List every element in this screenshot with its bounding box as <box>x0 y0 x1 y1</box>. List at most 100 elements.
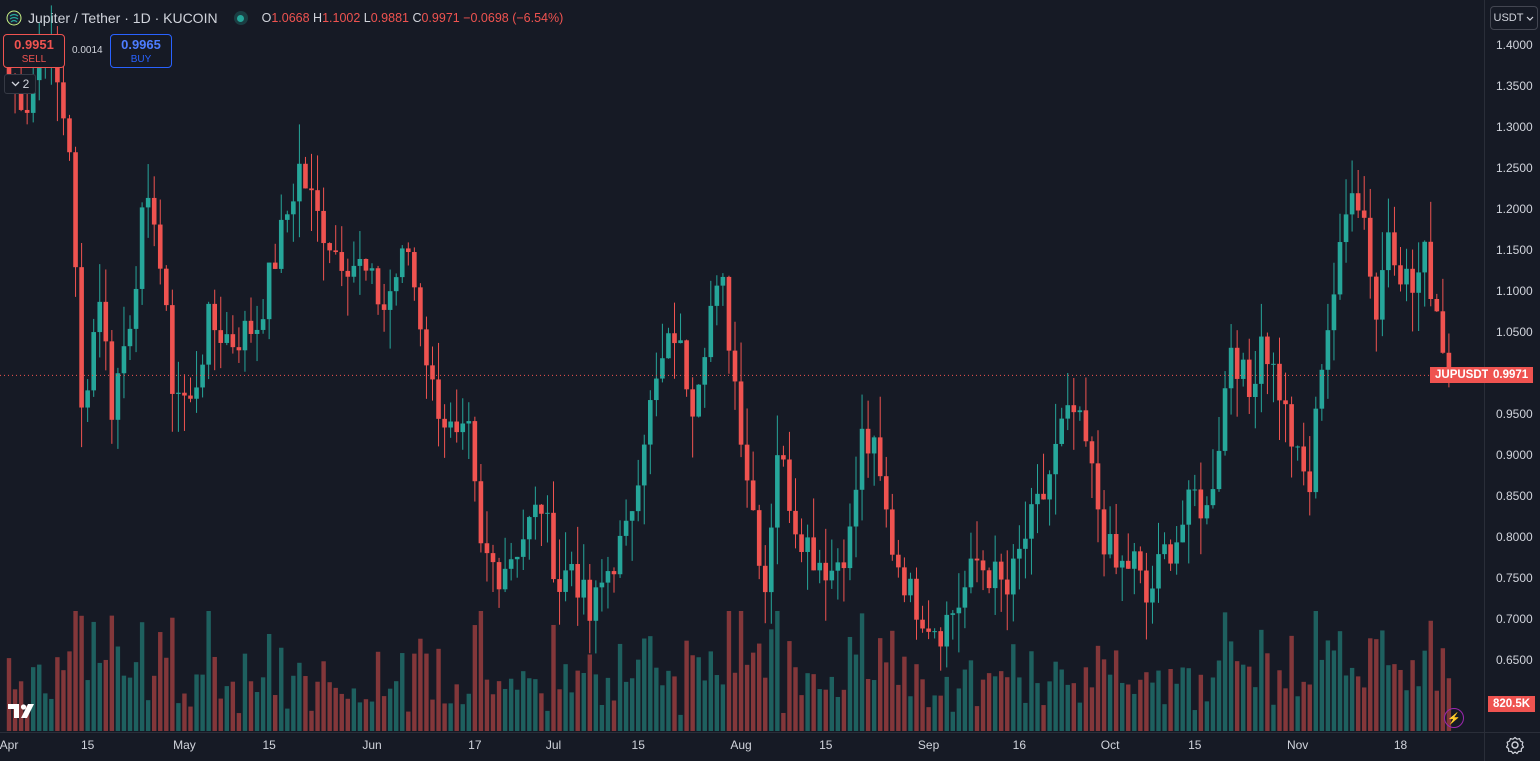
candle-body <box>1053 443 1058 475</box>
candle-body <box>829 570 835 581</box>
volume-bar <box>763 677 768 731</box>
candle-body <box>1428 241 1434 300</box>
candle-body <box>732 350 738 382</box>
volume-bar <box>1247 666 1252 731</box>
candle-body <box>1374 276 1379 320</box>
candle-body <box>502 568 508 590</box>
candle-body <box>581 579 587 598</box>
volume-bar <box>139 622 145 731</box>
candle-body <box>617 535 623 575</box>
volume-bar <box>1241 664 1246 731</box>
candle-body <box>1325 330 1331 370</box>
x-tick-label: Sep <box>918 738 940 752</box>
candle-body <box>1240 359 1246 379</box>
gear-icon[interactable] <box>1505 735 1525 755</box>
volume-bar <box>950 711 955 731</box>
buy-label: BUY <box>130 54 152 65</box>
candle-body <box>133 288 139 329</box>
candle-body <box>291 201 296 215</box>
volume-bar <box>152 675 157 731</box>
candle-body <box>327 243 332 251</box>
candle-body <box>285 214 290 220</box>
candle-body <box>309 188 314 191</box>
candle-body <box>103 301 109 342</box>
volume-bar <box>1355 676 1361 731</box>
volume-bar <box>279 647 284 731</box>
candle-body <box>321 210 326 244</box>
volume-bar <box>31 667 36 731</box>
candle-body <box>587 579 593 621</box>
market-status-icon[interactable] <box>233 11 248 25</box>
volume-bar <box>502 688 508 731</box>
volume-bar <box>968 660 974 731</box>
candle-body <box>569 564 574 571</box>
volume-bar <box>623 681 629 731</box>
volume-bar <box>1198 674 1204 731</box>
volume-bar <box>654 667 659 731</box>
candle-body <box>781 455 786 460</box>
volume-bar <box>170 617 175 731</box>
candle-body <box>1289 404 1294 447</box>
volume-bar <box>484 679 490 731</box>
candle-body <box>726 276 732 351</box>
candle-body <box>1047 474 1052 500</box>
change-value: −0.0698 (−6.54%) <box>463 11 564 25</box>
symbol-title[interactable]: Jupiter / Tether · 1D · KUCOIN <box>28 10 218 26</box>
volume-bar <box>478 611 484 731</box>
candle-body <box>599 582 605 588</box>
candle-body <box>139 207 145 289</box>
candle-body <box>1119 560 1125 568</box>
volume-bar <box>254 692 260 731</box>
candle-body <box>666 333 671 359</box>
volume-bar <box>1349 667 1355 731</box>
tradingview-logo-icon[interactable] <box>6 700 40 720</box>
volume-bar <box>73 611 78 731</box>
candle-body <box>1071 405 1077 413</box>
indicators-toggle[interactable]: 2 <box>4 74 36 94</box>
candle-body <box>932 631 937 633</box>
candle-body <box>460 423 466 433</box>
candle-body <box>1035 493 1040 505</box>
candle-body <box>151 197 157 225</box>
volume-bar <box>563 664 568 731</box>
candle-body <box>1077 410 1083 413</box>
volume-bar <box>1259 629 1264 731</box>
volume-bar <box>1325 640 1331 731</box>
candle-body <box>514 556 520 560</box>
candle-body <box>1144 570 1149 603</box>
volume-bar <box>859 613 865 731</box>
volume-bar <box>902 656 907 731</box>
candle-body <box>654 378 659 401</box>
volume-bar <box>1343 675 1349 731</box>
candle-body <box>1434 299 1440 312</box>
volume-bar <box>1162 704 1167 731</box>
volume-bar <box>1035 683 1040 731</box>
volume-bar <box>466 693 471 731</box>
lightning-icon[interactable]: ⚡ <box>1444 708 1464 728</box>
volume-bar <box>557 689 562 731</box>
sell-button[interactable]: 0.9951 SELL <box>3 34 65 68</box>
volume-bar <box>515 689 520 731</box>
volume-bar <box>1301 681 1306 731</box>
candle-body <box>805 537 810 552</box>
volume-bar <box>551 624 556 731</box>
volume-bar <box>1307 684 1312 731</box>
buy-button[interactable]: 0.9965 BUY <box>110 34 172 68</box>
currency-selector[interactable]: USDT <box>1490 6 1538 30</box>
volume-bar <box>273 695 278 731</box>
volume-bar <box>375 651 381 731</box>
volume-bar <box>496 681 502 731</box>
candle-body <box>333 250 338 253</box>
candle-body <box>67 118 72 153</box>
candle-body <box>315 190 320 211</box>
candle-body <box>1204 505 1210 519</box>
volume-bar <box>890 630 895 731</box>
candle-body <box>696 384 701 417</box>
candle-body <box>1253 383 1258 398</box>
candle-body <box>883 476 889 510</box>
volume-bar <box>303 676 308 731</box>
candle-body <box>835 562 841 571</box>
candle-body <box>853 489 859 527</box>
volume-bar <box>829 676 834 731</box>
